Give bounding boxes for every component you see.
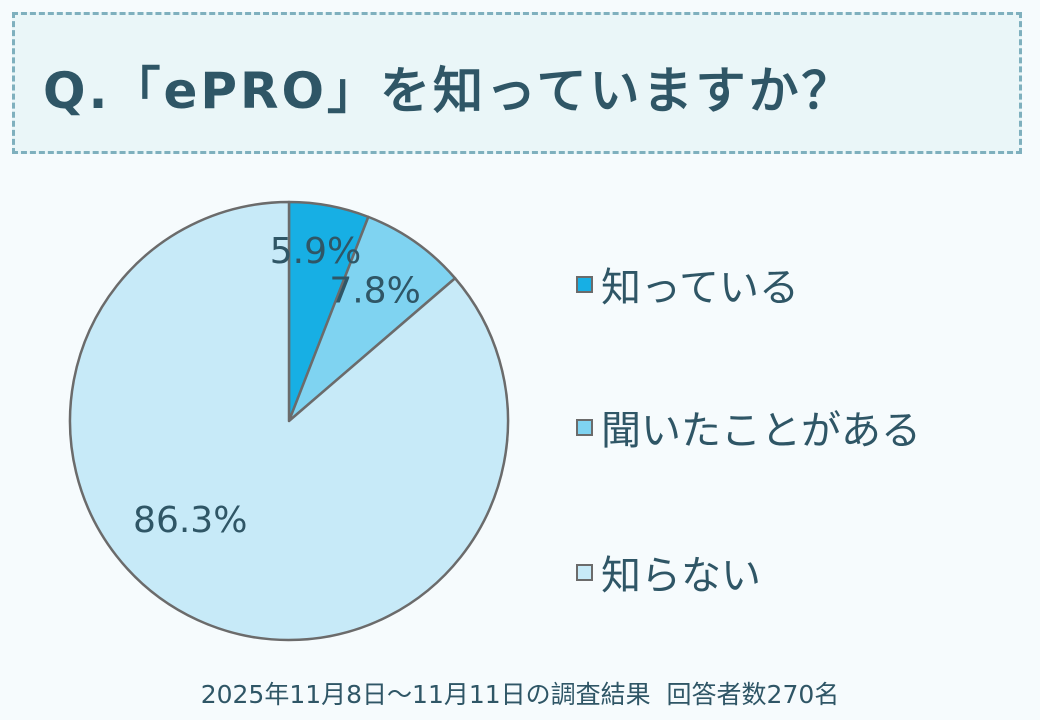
title-box: Q.「ePRO」を知っていますか？	[12, 12, 1022, 154]
data-label-0: 5.9%	[270, 231, 361, 272]
legend-label: 知っている	[601, 265, 799, 311]
pie-slice-1	[287, 215, 457, 423]
data-label-2: 86.3%	[133, 500, 247, 541]
survey-footer: 2025年11月8日～11月11日の調査結果 回答者数270名	[200, 680, 840, 709]
pie-slice-2	[68, 200, 510, 642]
legend-swatch	[576, 275, 593, 293]
legend-label: 知らない	[601, 553, 761, 599]
legend-item-heard: 聞いたことがある	[576, 398, 921, 456]
legend-swatch	[576, 563, 593, 581]
legend-swatch	[576, 418, 593, 436]
legend-item-known: 知っている	[576, 255, 799, 313]
legend-item-unknown: 知らない	[576, 543, 761, 601]
legend-label: 聞いたことがある	[601, 408, 921, 454]
data-label-1: 7.8%	[329, 270, 420, 311]
page-title: Q.「ePRO」を知っていますか？	[43, 62, 855, 120]
